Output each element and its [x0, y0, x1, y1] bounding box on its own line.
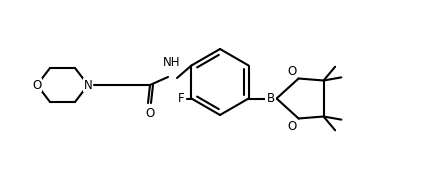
- Text: O: O: [287, 120, 296, 132]
- Text: N: N: [84, 78, 92, 91]
- Text: B: B: [267, 92, 275, 105]
- Text: O: O: [287, 64, 296, 78]
- Text: O: O: [32, 78, 42, 91]
- Text: O: O: [145, 107, 154, 120]
- Text: F: F: [178, 92, 184, 105]
- Text: NH: NH: [163, 56, 181, 69]
